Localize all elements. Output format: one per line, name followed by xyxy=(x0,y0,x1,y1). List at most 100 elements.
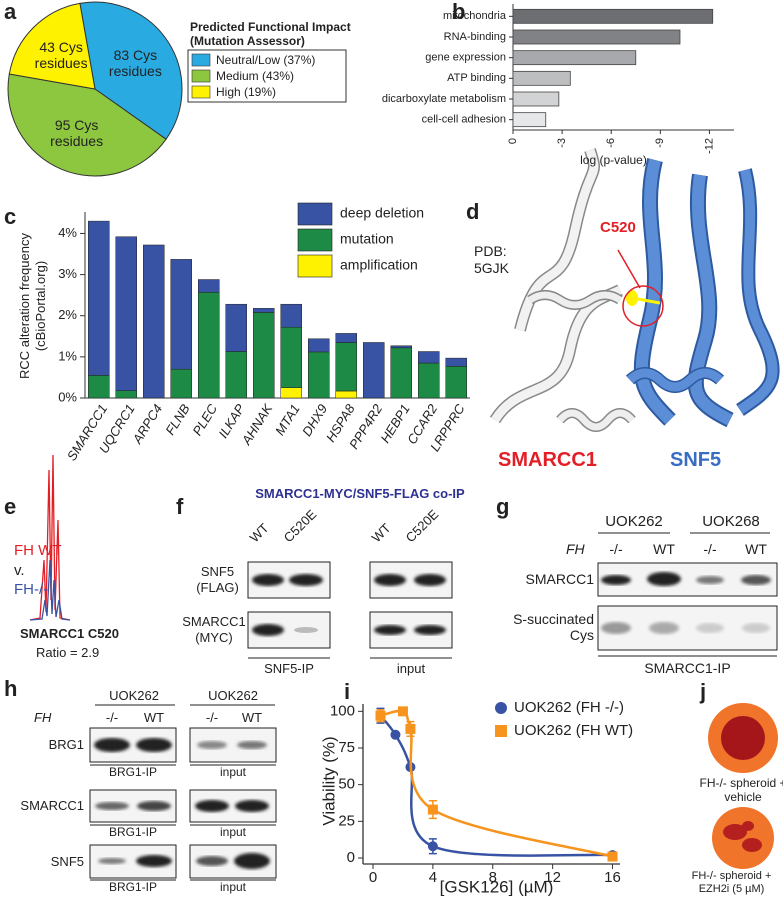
x-tick-label: MTA1 xyxy=(272,401,303,438)
panel-letter: b xyxy=(452,0,466,24)
bar xyxy=(512,50,637,66)
y-tick-label: 100 xyxy=(330,702,355,719)
bar-segment xyxy=(335,342,357,392)
ratio-label: Ratio = 2.9 xyxy=(36,645,100,660)
category-label: RNA-binding xyxy=(444,31,506,43)
ms-trace xyxy=(29,454,71,621)
row-label: SNF5 xyxy=(50,854,84,869)
row-label: S-succinated Cys xyxy=(513,611,594,643)
row-label: SMARCC1 xyxy=(525,571,594,587)
x-tick-label: -9 xyxy=(654,138,666,148)
bar-segment xyxy=(390,345,412,349)
genotype: WT xyxy=(653,541,675,557)
fraction-label: input xyxy=(219,765,247,779)
x-tick-label: 4 xyxy=(429,869,437,886)
legend-marker xyxy=(495,702,507,714)
row-label: SMARCC1 (MYC) xyxy=(182,614,246,645)
trace-label: FH-/- xyxy=(14,581,49,598)
panel-letter: g xyxy=(496,494,510,519)
protein-label: SNF5 xyxy=(670,449,722,471)
y-tick-label: 1% xyxy=(58,348,77,363)
legend-swatch xyxy=(297,202,333,226)
cell-line: UOK262 xyxy=(605,513,663,530)
bar-segment xyxy=(418,351,440,364)
y-axis-label: RCC alteration frequency (cBioPortal.org… xyxy=(17,233,48,379)
genotype: -/- xyxy=(105,710,119,725)
genotype: WT xyxy=(143,710,165,725)
slice-label: 43 Cys residues xyxy=(34,39,88,72)
protein-label: SMARCC1 xyxy=(498,449,597,471)
data-point xyxy=(607,851,618,862)
bar-segment xyxy=(308,351,330,399)
data-point xyxy=(427,841,438,852)
x-axis-label: log (p-value) xyxy=(580,153,647,167)
fraction-label: BRG1-IP xyxy=(108,825,157,839)
bar-segment xyxy=(363,342,385,399)
legend-title: Predicted Functional Impact (Mutation As… xyxy=(190,20,351,48)
y-tick-label: 3% xyxy=(58,266,77,281)
legend-swatch xyxy=(191,69,211,83)
x-tick-label: -3 xyxy=(556,138,568,148)
category-label: mitochondria xyxy=(443,10,507,22)
slice-label: 83 Cys residues xyxy=(108,47,162,80)
fraction-label: input xyxy=(396,661,426,676)
fraction-label: BRG1-IP xyxy=(108,765,157,779)
legend-marker xyxy=(495,725,507,737)
data-point xyxy=(405,723,416,734)
data-point xyxy=(390,729,401,740)
peptide-label: SMARCC1 C520 xyxy=(20,626,119,641)
x-tick-label: 8 xyxy=(489,869,497,886)
x-tick-label: FLNB xyxy=(162,401,193,437)
data-point xyxy=(427,804,438,815)
site-label: C520 xyxy=(600,219,636,236)
x-tick-label: 16 xyxy=(604,869,621,886)
pie-slice xyxy=(79,1,183,140)
legend-swatch xyxy=(191,53,211,67)
x-tick-label: 12 xyxy=(544,869,561,886)
fraction-label: BRG1-IP xyxy=(108,880,157,894)
bar-segment xyxy=(280,303,302,328)
category-label: dicarboxylate metabolism xyxy=(382,93,506,105)
bar-segment xyxy=(88,375,110,399)
bar-segment xyxy=(390,347,412,399)
legend-swatch xyxy=(297,228,333,252)
panel-letter: c xyxy=(4,204,17,229)
y-tick-label: 50 xyxy=(338,776,355,793)
bar-segment xyxy=(445,357,467,367)
bar-segment xyxy=(253,312,275,399)
legend-label: UOK262 (FH WT) xyxy=(514,722,633,739)
data-point xyxy=(375,710,386,721)
genotype: -/- xyxy=(205,710,219,725)
bar-segment xyxy=(88,220,110,376)
legend-box xyxy=(187,49,347,103)
cell-line: UOK262 xyxy=(109,688,159,703)
slice-label: 95 Cys residues xyxy=(50,117,104,150)
bar-segment xyxy=(115,236,137,391)
pie-slice xyxy=(8,2,96,90)
row-label: SMARCC1 xyxy=(20,798,84,813)
legend-label: deep deletion xyxy=(340,205,424,221)
bar-segment xyxy=(115,390,137,399)
coip-blots xyxy=(247,561,453,659)
x-tick-label: -6 xyxy=(605,138,617,148)
bar-segment xyxy=(225,303,247,352)
y-tick-label: 2% xyxy=(58,307,77,322)
fraction-label: input xyxy=(219,880,247,894)
legend-label: UOK262 (FH -/-) xyxy=(514,699,624,716)
y-tick-label: 0 xyxy=(347,849,355,866)
genotype: WT xyxy=(745,541,767,557)
genotype: -/- xyxy=(609,541,623,557)
y-axis-label: Viability (%) xyxy=(319,736,338,825)
pie-slice xyxy=(7,73,167,177)
panel-letter: a xyxy=(4,0,17,24)
panel-letter: d xyxy=(466,199,480,224)
legend-label: Medium (43%) xyxy=(216,69,294,83)
legend-swatch xyxy=(297,254,333,278)
x-tick-label: 0 xyxy=(369,869,377,886)
succination-blots xyxy=(597,532,778,657)
bar-segment xyxy=(445,366,467,399)
bar-segment xyxy=(198,292,220,399)
fraction-label: input xyxy=(219,825,247,839)
